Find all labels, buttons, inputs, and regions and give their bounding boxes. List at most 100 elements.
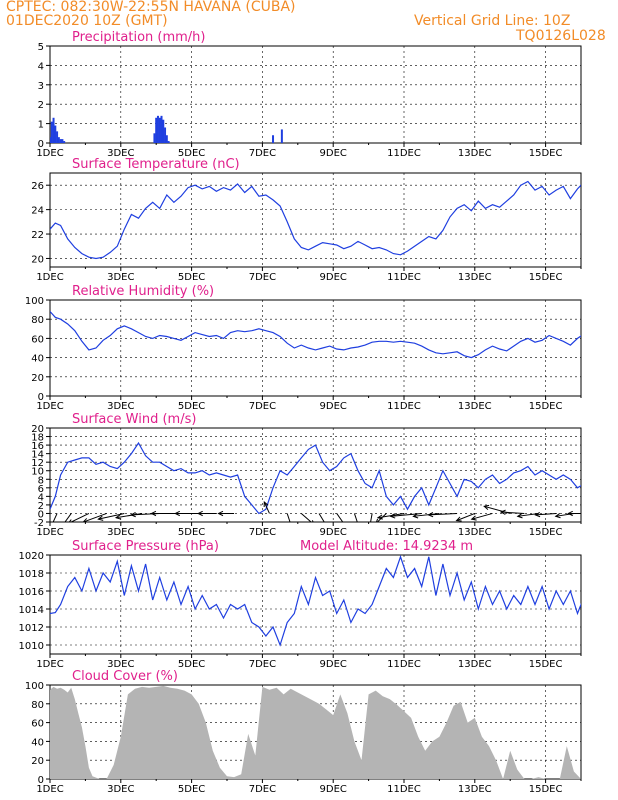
wind-vector [413,512,440,517]
precip-bar [54,125,57,143]
panel-frame [49,427,582,523]
x-tick-label: 11DEC [387,527,421,538]
x-tick-label: 15DEC [529,148,563,159]
precip-bar [59,139,62,143]
panel-title: Cloud Cover (%) [72,669,178,684]
precip-bar [167,141,170,143]
x-tick-label: 3DEC [107,784,134,795]
x-tick-label: 5DEC [178,784,205,795]
y-tick-label: 0 [38,139,44,150]
x-tick-label: 15DEC [529,784,563,795]
x-tick-label: 5DEC [178,527,205,538]
wind-vector [336,513,344,522]
panel-title: Precipitation (mm/h) [72,30,205,45]
x-tick-label: 3DEC [107,527,134,538]
x-tick-label: 7DEC [249,659,276,670]
precip-bar [280,129,283,143]
x-tick-label: 9DEC [320,148,347,159]
wind-arrowhead [263,500,269,508]
panel-frame [49,172,582,268]
wind-vector [500,511,525,514]
wind-vector [517,512,539,517]
y-tick-label: 14 [31,450,44,461]
panel-title: Surface Wind (m/s) [72,412,196,427]
series-line [50,555,581,647]
x-tick-label: 9DEC [320,527,347,538]
precip-bar [164,127,167,143]
x-tick-label: 5DEC [178,401,205,412]
y-tick-label: 3 [38,81,44,92]
x-tick-label: 15DEC [529,659,563,670]
x-tick-label: 9DEC [320,401,347,412]
x-tick-label: 7DEC [249,527,276,538]
wind-arrowhead [455,516,462,522]
precip-bar [165,135,168,143]
y-tick-label: 4 [38,492,44,503]
wind-arrowhead [375,518,381,522]
x-tick-label: 13DEC [458,148,492,159]
y-tick-label: 40 [31,737,44,748]
x-tick-label: 5DEC [178,272,205,283]
x-tick-label: 1DEC [36,148,63,159]
y-tick-label: 1 [38,120,44,131]
wind-arrowhead [197,510,203,517]
precip-bar [162,119,165,143]
y-tick-label: 20 [31,424,44,435]
panel-frame [49,299,582,397]
precip-bar [50,121,53,143]
x-tick-label: 15DEC [529,401,563,412]
y-tick-label: 26 [31,181,44,192]
y-tick-label: 0 [38,775,44,786]
run-date: 01DEC2020 10Z (GMT) [6,13,168,29]
y-tick-label: 6 [38,484,44,495]
x-tick-label: 15DEC [529,527,563,538]
wind-arrowhead [389,513,396,519]
precip-bar [160,115,163,143]
wind-arrowhead [483,504,490,510]
x-tick-label: 13DEC [458,527,492,538]
wind-arrowhead [376,514,383,520]
model-code: TQ0126L028 [516,28,606,44]
wind-arrowhead [114,514,121,520]
x-tick-label: 13DEC [458,659,492,670]
cloud-area [50,685,581,779]
y-tick-label: 100 [25,296,44,307]
precip-bar [57,137,60,143]
wind-vector [599,513,609,526]
wind-arrowhead [554,513,561,519]
x-tick-label: 1DEC [36,527,63,538]
wind-arrowhead [217,510,224,517]
wind-arrowhead [412,513,419,519]
wind-vector [98,512,125,520]
x-tick-label: 15DEC [529,272,563,283]
wind-vector [70,513,90,522]
wind-arrowhead [599,521,604,526]
wind-arrowhead [174,510,180,517]
wind-arrowhead [356,524,360,529]
y-tick-label: 1018 [19,569,44,580]
y-tick-label: 0 [38,392,44,403]
precip-bar [272,135,275,143]
precip-bar [61,139,64,143]
precip-bar [63,141,66,143]
x-tick-label: 1DEC [36,272,63,283]
y-tick-label: 80 [31,700,44,711]
x-tick-label: 11DEC [387,148,421,159]
wind-vector [456,512,475,522]
wind-vector [301,513,312,522]
x-tick-label: 13DEC [458,272,492,283]
wind-vector [428,512,458,516]
wind-vector [535,512,557,516]
wind-vector [471,512,493,520]
series-line [50,311,581,359]
y-tick-label: 24 [31,206,44,217]
wind-arrowhead [129,512,136,518]
y-tick-label: 22 [31,230,44,241]
y-tick-label: 100 [25,681,44,692]
y-tick-label: 60 [31,719,44,730]
y-tick-label: 0 [38,509,44,520]
y-tick-label: 1020 [19,551,44,562]
y-tick-label: 20 [31,254,44,265]
x-tick-label: 5DEC [178,148,205,159]
x-tick-label: 3DEC [107,272,134,283]
